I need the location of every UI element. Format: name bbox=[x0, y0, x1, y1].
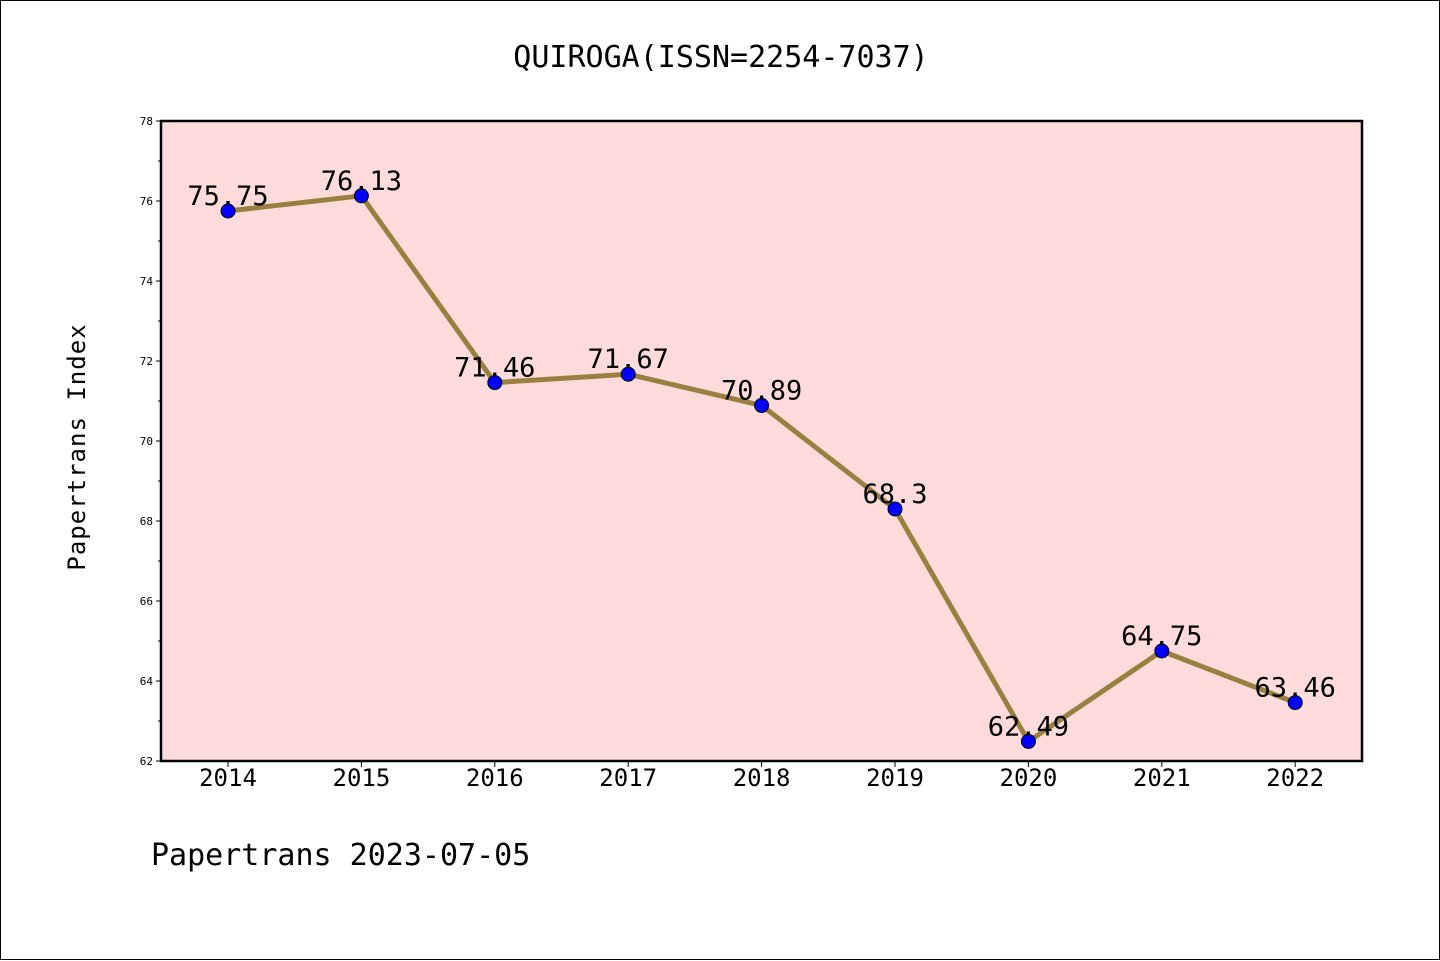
data-point-marker bbox=[1020, 733, 1036, 749]
x-tick-label: 2022 bbox=[1266, 764, 1324, 792]
data-label: 68.3 bbox=[862, 479, 927, 510]
data-label: 75.75 bbox=[187, 181, 268, 212]
data-point-marker bbox=[353, 188, 369, 204]
y-tick-label: 70 bbox=[140, 435, 153, 448]
y-tick-label: 78 bbox=[140, 115, 153, 128]
plot-border bbox=[159, 119, 1364, 763]
data-label: 70.89 bbox=[721, 375, 802, 406]
data-point-marker bbox=[887, 501, 903, 517]
data-label: 71.67 bbox=[588, 344, 669, 375]
y-axis-ticks: 62 64 66 68 70 72 74 76 78 bbox=[140, 115, 161, 768]
data-point-marker bbox=[620, 366, 636, 382]
data-label: 76.13 bbox=[321, 166, 402, 197]
data-point-marker bbox=[220, 203, 236, 219]
data-labels-layer: 75.75 76.13 71.46 71.67 70.89 68.3 62.49 64.75 6… bbox=[187, 166, 1335, 743]
footer-credit: Papertrans 2023-07-05 bbox=[151, 838, 530, 873]
x-axis-ticks: 2014 2015 2016 2017 2018 2019 2020 2021 2022 bbox=[199, 761, 1324, 792]
y-tick-label: 76 bbox=[140, 195, 153, 208]
plot-area bbox=[161, 121, 1362, 761]
data-label: 64.75 bbox=[1121, 621, 1202, 652]
y-tick-label: 62 bbox=[140, 755, 153, 768]
y-axis-label: Papertrans Index bbox=[63, 323, 91, 570]
x-tick-label: 2018 bbox=[733, 764, 791, 792]
data-point-marker bbox=[1154, 643, 1170, 659]
y-tick-label: 68 bbox=[140, 515, 153, 528]
chart-title: QUIROGA(ISSN=2254-7037) bbox=[513, 40, 928, 75]
data-point-marker bbox=[487, 375, 503, 391]
x-tick-label: 2015 bbox=[333, 764, 391, 792]
data-label: 63.46 bbox=[1255, 673, 1336, 704]
x-tick-label: 2017 bbox=[599, 764, 657, 792]
y-tick-label: 74 bbox=[140, 275, 154, 288]
data-label: 71.46 bbox=[454, 353, 535, 384]
y-tick-label: 64 bbox=[140, 675, 154, 688]
x-tick-label: 2020 bbox=[1000, 764, 1058, 792]
x-tick-label: 2016 bbox=[466, 764, 524, 792]
series-layer bbox=[220, 188, 1303, 749]
y-tick-label: 66 bbox=[140, 595, 153, 608]
y-tick-label: 72 bbox=[140, 355, 153, 368]
data-point-marker bbox=[1287, 695, 1303, 711]
x-tick-label: 2021 bbox=[1133, 764, 1191, 792]
x-tick-label: 2014 bbox=[199, 764, 257, 792]
data-label: 62.49 bbox=[988, 711, 1069, 742]
data-point-marker bbox=[754, 397, 770, 413]
x-tick-label: 2019 bbox=[866, 764, 924, 792]
